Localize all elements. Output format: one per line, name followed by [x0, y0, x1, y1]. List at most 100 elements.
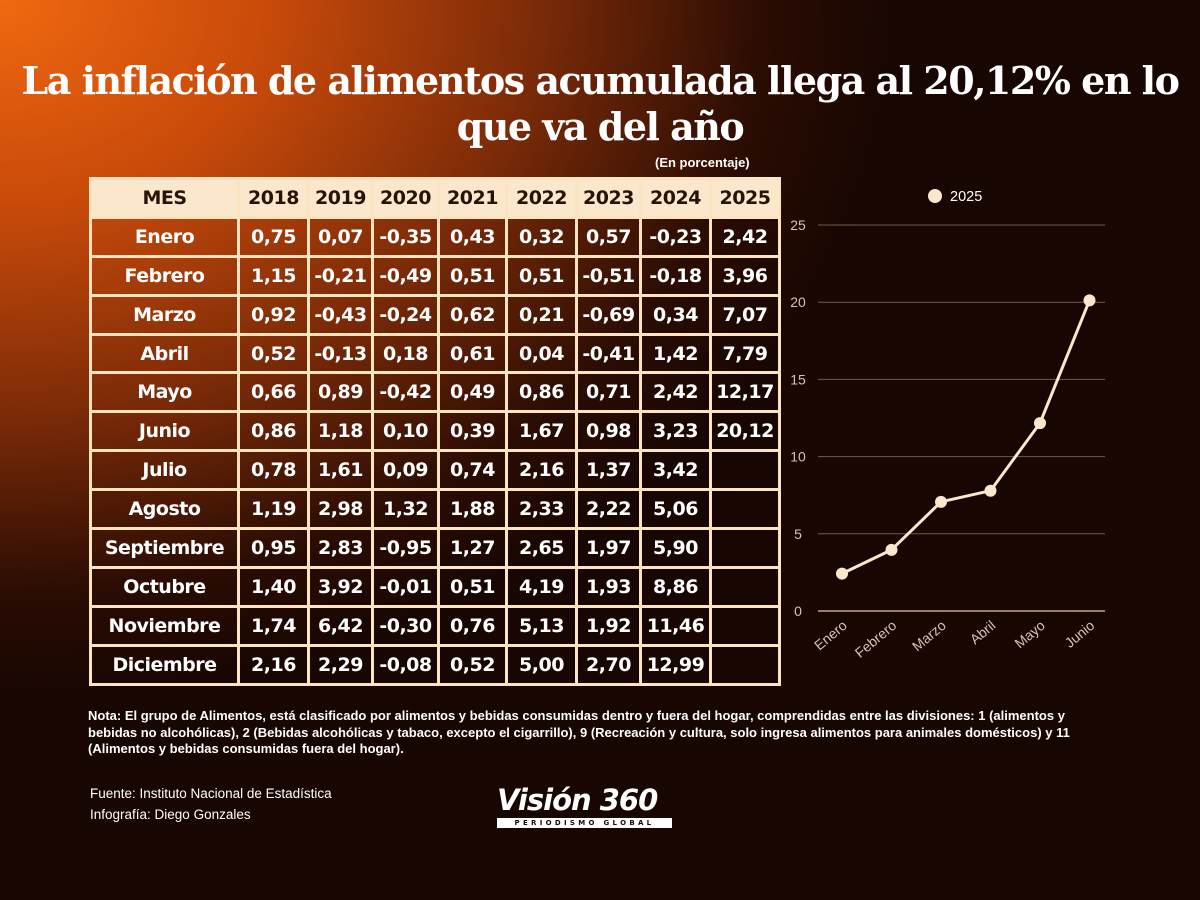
- column-header: 2024: [639, 177, 712, 219]
- value-cell: 0,78: [237, 449, 310, 492]
- table-row: Marzo 0,92 -0,43 -0,24 0,62 0,21 -0,69 0,34 7,07: [89, 293, 781, 336]
- value-cell: 0,92: [237, 293, 310, 336]
- month-cell: Abril: [89, 332, 240, 375]
- month-cell: Mayo: [89, 371, 240, 414]
- value-cell: 0,62: [437, 293, 508, 336]
- value-cell: 7,79: [709, 332, 781, 375]
- value-cell: -0,51: [575, 254, 642, 297]
- value-cell: 0,18: [371, 332, 440, 375]
- y-tick-label: 25: [790, 217, 806, 233]
- table-row: Noviembre 1,74 6,42 -0,30 0,76 5,13 1,92 11,46: [89, 604, 781, 647]
- value-cell: [709, 643, 781, 686]
- data-point: [836, 567, 848, 580]
- data-point: [935, 495, 947, 508]
- value-cell: 2,65: [505, 527, 578, 569]
- value-cell: 3,23: [639, 410, 712, 453]
- column-header: 2025: [709, 177, 781, 219]
- table-row: Enero 0,75 0,07 -0,35 0,43 0,32 0,57 -0,23 2,42: [89, 215, 781, 258]
- table-row: Abril 0,52 -0,13 0,18 0,61 0,04 -0,41 1,42 7,79: [89, 332, 781, 375]
- value-cell: 1,42: [639, 332, 712, 375]
- value-cell: -0,24: [371, 293, 440, 336]
- series-points-2025: [836, 294, 1096, 580]
- value-cell: 0,39: [437, 410, 508, 453]
- value-cell: -0,08: [371, 643, 440, 686]
- value-cell: 0,86: [505, 371, 578, 414]
- value-cell: 0,32: [505, 215, 578, 258]
- source-block: Fuente: Instituto Nacional de Estadístic…: [90, 783, 332, 825]
- value-cell: 0,66: [237, 371, 310, 414]
- value-cell: 0,52: [237, 332, 310, 375]
- value-cell: -0,69: [575, 293, 642, 336]
- value-cell: 0,71: [575, 371, 642, 414]
- legend-label: 2025: [950, 189, 982, 205]
- x-tick-label: Abril: [967, 617, 999, 647]
- value-cell: 7,07: [709, 293, 781, 336]
- value-cell: 1,61: [307, 449, 374, 492]
- column-header: 2019: [307, 177, 374, 219]
- value-cell: 1,92: [575, 604, 642, 647]
- value-cell: -0,49: [371, 254, 440, 297]
- value-cell: 1,18: [307, 410, 374, 453]
- month-cell: Noviembre: [89, 604, 240, 647]
- table-header-row: MES 2018 2019 2020 2021 2022 2023 2024 2…: [89, 177, 781, 219]
- value-cell: -0,18: [639, 254, 712, 297]
- value-cell: 2,22: [575, 488, 642, 531]
- table-row: Febrero 1,15 -0,21 -0,49 0,51 0,51 -0,51 -0,18 3…: [89, 254, 781, 297]
- value-cell: 1,15: [237, 254, 310, 297]
- month-cell: Septiembre: [89, 527, 240, 569]
- value-cell: 0,89: [307, 371, 374, 414]
- value-cell: 5,00: [505, 643, 578, 686]
- value-cell: 4,19: [505, 565, 578, 608]
- y-tick-label: 5: [794, 526, 802, 542]
- value-cell: 5,13: [505, 604, 578, 647]
- value-cell: 0,52: [437, 643, 508, 686]
- inflation-table: MES 2018 2019 2020 2021 2022 2023 2024 2…: [89, 177, 781, 686]
- value-cell: 8,86: [639, 565, 712, 608]
- value-cell: 2,42: [639, 371, 712, 414]
- value-cell: 0,51: [505, 254, 578, 297]
- value-cell: -0,13: [307, 332, 374, 375]
- column-header: 2023: [575, 177, 642, 219]
- value-cell: 0,76: [437, 604, 508, 647]
- value-cell: 1,93: [575, 565, 642, 608]
- value-cell: 1,88: [437, 488, 508, 531]
- data-point: [1034, 417, 1046, 430]
- value-cell: 2,16: [505, 449, 578, 492]
- month-cell: Enero: [89, 215, 240, 258]
- value-cell: -0,21: [307, 254, 374, 297]
- value-cell: 5,90: [639, 527, 712, 569]
- column-header: 2021: [437, 177, 508, 219]
- value-cell: 0,04: [505, 332, 578, 375]
- value-cell: -0,41: [575, 332, 642, 375]
- value-cell: -0,43: [307, 293, 374, 336]
- value-cell: [709, 604, 781, 647]
- x-axis-ticks: Enero Febrero Marzo Abril Mayo Junio: [811, 617, 1098, 661]
- legend-marker: [928, 189, 942, 203]
- month-cell: Febrero: [89, 254, 240, 297]
- unit-note: (En porcentaje): [655, 155, 750, 170]
- value-cell: 20,12: [709, 410, 781, 453]
- value-cell: -0,23: [639, 215, 712, 258]
- table-row: Agosto 1,19 2,98 1,32 1,88 2,33 2,22 5,06: [89, 488, 781, 531]
- value-cell: 11,46: [639, 604, 712, 647]
- value-cell: 0,43: [437, 215, 508, 258]
- series-line-2025: [841, 299, 1091, 575]
- value-cell: 0,74: [437, 449, 508, 492]
- month-cell: Marzo: [89, 293, 240, 336]
- data-point: [984, 484, 997, 497]
- table-row: Octubre 1,40 3,92 -0,01 0,51 4,19 1,93 8,86: [89, 565, 781, 608]
- footnote: Nota: El grupo de Alimentos, está clasif…: [88, 708, 1070, 756]
- value-cell: 0,86: [237, 410, 310, 453]
- value-cell: 0,07: [307, 215, 374, 258]
- value-cell: 0,61: [437, 332, 508, 375]
- value-cell: 1,27: [437, 527, 508, 569]
- month-cell: Agosto: [89, 488, 240, 531]
- month-cell: Diciembre: [89, 643, 240, 686]
- value-cell: 2,33: [505, 488, 578, 531]
- table-row: Mayo 0,66 0,89 -0,42 0,49 0,86 0,71 2,42 12,17: [89, 371, 781, 414]
- value-cell: 6,42: [307, 604, 374, 647]
- value-cell: -0,01: [371, 565, 440, 608]
- value-cell: 1,97: [575, 527, 642, 569]
- value-cell: -0,42: [371, 371, 440, 414]
